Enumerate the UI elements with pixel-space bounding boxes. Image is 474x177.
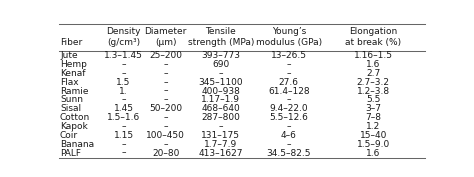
Text: 25–200: 25–200 (149, 51, 182, 60)
Text: 7–8: 7–8 (365, 113, 382, 122)
Text: 468–640: 468–640 (201, 104, 240, 113)
Text: at break (%): at break (%) (345, 38, 401, 47)
Text: Hemp: Hemp (60, 60, 87, 69)
Text: –: – (287, 122, 291, 131)
Text: 100–450: 100–450 (146, 131, 185, 140)
Text: 131–175: 131–175 (201, 131, 240, 140)
Text: –: – (121, 140, 126, 149)
Text: 1.17–1.9: 1.17–1.9 (201, 95, 240, 104)
Text: 1.16–1.5: 1.16–1.5 (354, 51, 393, 60)
Text: 1.: 1. (119, 87, 128, 96)
Text: 1.3–1.45: 1.3–1.45 (104, 51, 143, 60)
Text: (g/cm³): (g/cm³) (107, 38, 140, 47)
Text: 400–938: 400–938 (201, 87, 240, 96)
Text: 3–7: 3–7 (365, 104, 382, 113)
Text: Jute: Jute (60, 51, 78, 60)
Text: Flax: Flax (60, 78, 79, 87)
Text: –: – (121, 60, 126, 69)
Text: 5.5–12.6: 5.5–12.6 (269, 113, 308, 122)
Text: Elongation: Elongation (349, 27, 398, 36)
Text: 690: 690 (212, 60, 229, 69)
Text: –: – (287, 140, 291, 149)
Text: Banana: Banana (60, 140, 94, 149)
Text: –: – (164, 113, 168, 122)
Text: Sisal: Sisal (60, 104, 81, 113)
Text: Cotton: Cotton (60, 113, 90, 122)
Text: 1.6: 1.6 (366, 60, 381, 69)
Text: 15–40: 15–40 (360, 131, 387, 140)
Text: Density: Density (106, 27, 141, 36)
Text: –: – (287, 69, 291, 78)
Text: 345–1100: 345–1100 (199, 78, 243, 87)
Text: (μm): (μm) (155, 38, 176, 47)
Text: Young’s: Young’s (272, 27, 306, 36)
Text: Kenaf: Kenaf (60, 69, 85, 78)
Text: Diameter: Diameter (145, 27, 187, 36)
Text: –: – (287, 60, 291, 69)
Text: 4–6: 4–6 (281, 131, 297, 140)
Text: –: – (121, 149, 126, 158)
Text: –: – (121, 95, 126, 104)
Text: modulus (GPa): modulus (GPa) (256, 38, 322, 47)
Text: –: – (164, 87, 168, 96)
Text: 27.6: 27.6 (279, 78, 299, 87)
Text: –: – (287, 95, 291, 104)
Text: –: – (121, 122, 126, 131)
Text: 413–1627: 413–1627 (199, 149, 243, 158)
Text: 34.5–82.5: 34.5–82.5 (266, 149, 311, 158)
Text: 1.2: 1.2 (366, 122, 381, 131)
Text: –: – (164, 69, 168, 78)
Text: –: – (164, 122, 168, 131)
Text: 287–800: 287–800 (201, 113, 240, 122)
Text: –: – (219, 69, 223, 78)
Text: 5.5: 5.5 (366, 95, 381, 104)
Text: 61.4–128: 61.4–128 (268, 87, 310, 96)
Text: –: – (164, 60, 168, 69)
Text: Ramie: Ramie (60, 87, 89, 96)
Text: 1.5–1.6: 1.5–1.6 (107, 113, 140, 122)
Text: Sunn: Sunn (60, 95, 83, 104)
Text: Tensile: Tensile (206, 27, 236, 36)
Text: strength (MPa): strength (MPa) (188, 38, 254, 47)
Text: Kapok: Kapok (60, 122, 88, 131)
Text: 1.2–3.8: 1.2–3.8 (357, 87, 390, 96)
Text: 13–26.5: 13–26.5 (271, 51, 307, 60)
Text: 1.45: 1.45 (114, 104, 134, 113)
Text: 2.7: 2.7 (366, 69, 381, 78)
Text: –: – (121, 69, 126, 78)
Text: 1.6: 1.6 (366, 149, 381, 158)
Text: Fiber: Fiber (60, 38, 82, 47)
Text: –: – (164, 78, 168, 87)
Text: 1.5–9.0: 1.5–9.0 (357, 140, 390, 149)
Text: 1.7–7.9: 1.7–7.9 (204, 140, 237, 149)
Text: PALF: PALF (60, 149, 81, 158)
Text: 393–773: 393–773 (201, 51, 240, 60)
Text: –: – (164, 95, 168, 104)
Text: 1.15: 1.15 (113, 131, 134, 140)
Text: 20–80: 20–80 (152, 149, 180, 158)
Text: 50–200: 50–200 (149, 104, 182, 113)
Text: –: – (219, 122, 223, 131)
Text: Coir: Coir (60, 131, 78, 140)
Text: 9.4–22.0: 9.4–22.0 (270, 104, 308, 113)
Text: 1.5: 1.5 (116, 78, 131, 87)
Text: –: – (164, 140, 168, 149)
Text: 2.7–3.2: 2.7–3.2 (357, 78, 390, 87)
